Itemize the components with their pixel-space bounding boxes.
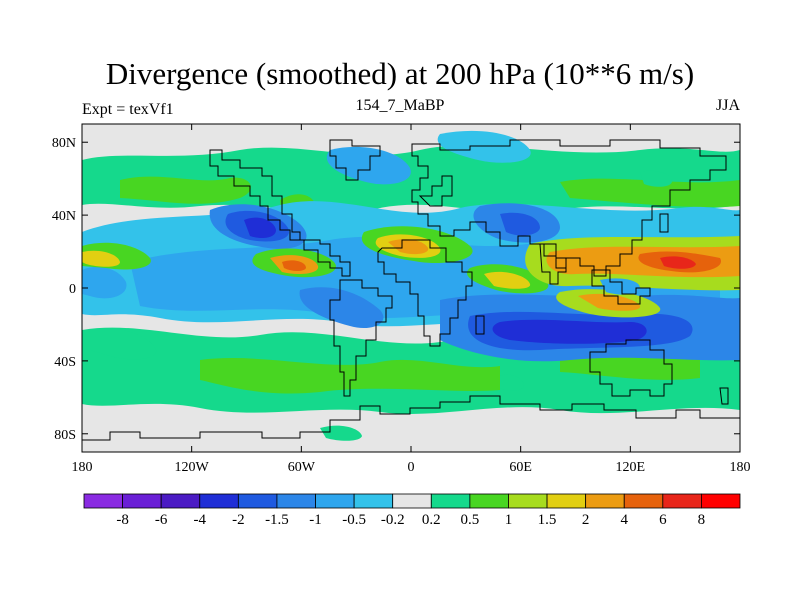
colorbar-swatch — [199, 493, 239, 509]
contour-region — [500, 374, 524, 391]
y-tick-label: 80S — [54, 428, 76, 443]
colorbar-swatch — [315, 493, 355, 509]
y-tick-label: 40S — [54, 355, 76, 370]
coastline-greenland — [329, 139, 381, 181]
colorbar-level-label: 0.5 — [461, 512, 480, 528]
colorbar-swatch — [508, 493, 548, 509]
colorbar-swatch — [662, 493, 702, 509]
contour-region — [299, 287, 384, 329]
coastline-new-zealand — [719, 387, 729, 405]
contour-region — [200, 358, 500, 394]
contour-region — [437, 130, 531, 163]
y-tick-label: 0 — [69, 282, 76, 297]
coastline-south-america — [329, 279, 393, 397]
colorbar-level-label: -4 — [194, 512, 207, 528]
contour-region — [120, 176, 251, 204]
colorbar-swatch — [623, 493, 664, 509]
contour-region — [90, 328, 157, 360]
coastline-india — [539, 243, 567, 285]
colorbar-level-label: 1 — [505, 512, 513, 528]
colorbar-level-label: 4 — [620, 512, 628, 528]
x-tick-label: 120W — [175, 460, 210, 475]
y-tick-label: 80N — [52, 136, 76, 151]
colorbar-level-label: -8 — [116, 512, 129, 528]
contour-region — [82, 250, 120, 267]
coastlines — [82, 139, 740, 441]
colorbar-swatch — [160, 493, 201, 509]
colorbar-swatch — [83, 493, 123, 509]
colorbar-swatch — [585, 493, 625, 509]
colorbar-level-label: 0.2 — [422, 512, 441, 528]
contour-region — [492, 319, 647, 344]
coastline-japan — [659, 213, 669, 233]
coastline-antarctica — [82, 395, 740, 441]
contour-fields — [82, 130, 740, 441]
colorbar-swatch — [469, 493, 509, 509]
coastline-europe-detail — [418, 175, 453, 207]
colorbar-level-label: -2 — [232, 512, 245, 528]
colorbar-level-label: 1.5 — [538, 512, 557, 528]
contour-region — [560, 354, 700, 380]
colorbar-swatch — [276, 493, 316, 509]
contour-region — [82, 266, 127, 299]
colorbar-swatch — [237, 493, 278, 509]
contour-region — [282, 260, 306, 271]
run-label: 154_7_MaBP — [355, 97, 445, 114]
coastline-north-america — [209, 149, 351, 277]
colorbar-level-label: -0.2 — [381, 512, 405, 528]
colorbar-swatch — [430, 493, 471, 509]
colorbar-swatch — [122, 493, 162, 509]
colorbar-level-label: -1.5 — [265, 512, 289, 528]
colorbar-level-label: -6 — [155, 512, 168, 528]
colorbar-swatch — [353, 493, 394, 509]
contour-region — [326, 146, 411, 185]
colorbar-level-label: 2 — [582, 512, 590, 528]
experiment-label: Expt = texVf1 — [82, 101, 174, 118]
contour-region — [560, 178, 740, 208]
contour-region — [388, 239, 429, 255]
y-tick-label: 40N — [52, 209, 76, 224]
contour-region — [660, 256, 696, 269]
colorbar-swatch — [546, 493, 587, 509]
contour-region — [640, 170, 672, 187]
x-tick-label: 120E — [616, 460, 646, 475]
season-label: JJA — [715, 97, 740, 114]
coastline-eurasia — [411, 139, 727, 277]
contour-region — [484, 271, 531, 289]
x-tick-label: 60E — [509, 460, 532, 475]
coastline-africa — [377, 239, 473, 347]
axes: 180 120W 60W 0 60E 120E 180 80N 40N 0 40S 80S — [52, 124, 751, 475]
coastline-madagascar — [475, 315, 485, 335]
colorbar-level-label: 6 — [659, 512, 667, 528]
colorbar-swatch — [701, 493, 741, 509]
colorbar: -8 -6 -4 -2 -1.5 -1 -0.5 -0.2 0.2 0.5 1 1.5 2 4 6 8 — [83, 493, 741, 528]
x-tick-label: 180 — [730, 460, 751, 475]
contour-region — [500, 212, 540, 236]
x-tick-label: 0 — [408, 460, 415, 475]
coastline-australia — [589, 339, 673, 397]
x-tick-label: 180 — [72, 460, 93, 475]
colorbar-level-label: -1 — [309, 512, 322, 528]
x-tick-label: 60W — [288, 460, 316, 475]
contour-region — [578, 293, 641, 311]
chart-title: Divergence (smoothed) at 200 hPa (10**6 … — [105, 56, 695, 91]
colorbar-level-label: 8 — [698, 512, 706, 528]
contour-region — [244, 217, 276, 238]
coastline-southeast-asia — [591, 269, 651, 305]
colorbar-level-label: -0.5 — [342, 512, 366, 528]
colorbar-swatch — [392, 493, 432, 509]
